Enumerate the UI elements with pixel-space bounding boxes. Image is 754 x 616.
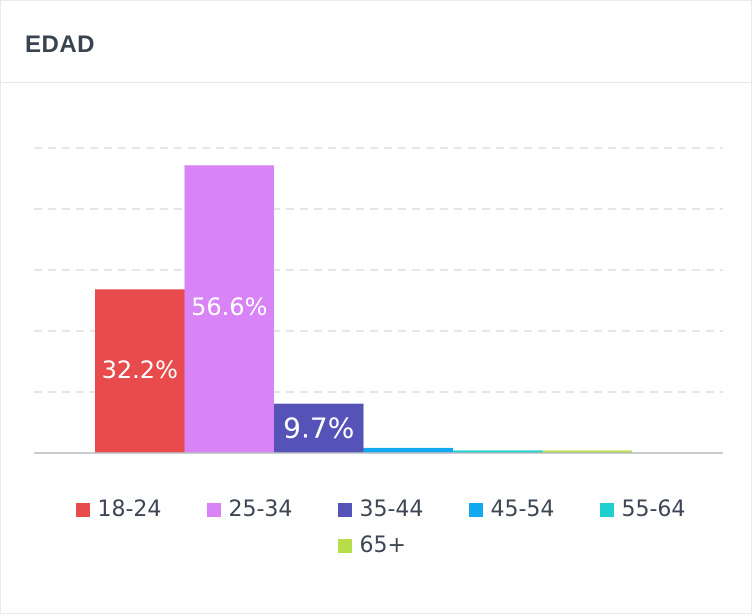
legend-swatch [337,503,352,517]
legend-swatch [337,539,352,553]
data-label-18-24: 32.2% [102,356,178,384]
card-header: EDAD [1,1,751,83]
bar-25-34[interactable] [184,165,275,454]
bar-55-64[interactable] [453,450,543,453]
legend-swatch [599,503,614,517]
legend-label: 18-24 [97,497,162,522]
card-title: EDAD [25,31,96,58]
bar-labels: 32.2% 56.6% 9.7% [102,293,355,444]
bar-65+[interactable] [542,450,633,454]
legend-swatch [75,503,90,517]
bar-35-44[interactable] [274,403,364,453]
legend-swatch [468,503,483,517]
bar-18-24[interactable] [95,289,185,453]
legend-item-35-44[interactable]: 35-44 [316,497,447,523]
legend-item-65+[interactable]: 65+ [316,533,447,559]
legend-item-25-34[interactable]: 25-34 [185,497,316,523]
legend-label: 35-44 [359,497,424,522]
legend-label: 45-54 [490,497,555,522]
legend-label: 55-64 [621,497,686,522]
legend-swatch [206,503,221,517]
legend-item-55-64[interactable]: 55-64 [578,497,709,523]
legend-label: 65+ [359,533,406,558]
legend-label: 25-34 [228,497,293,522]
legend-item-45-54[interactable]: 45-54 [447,497,578,523]
chart-legend: 18-24 25-34 35-44 45-54 55-64 65+ [31,497,731,559]
data-label-25-34: 56.6% [191,293,267,321]
data-label-35-44: 9.7% [283,411,354,444]
bar-45-54[interactable] [363,447,454,453]
bars [95,165,633,454]
legend-item-18-24[interactable]: 18-24 [54,497,185,523]
